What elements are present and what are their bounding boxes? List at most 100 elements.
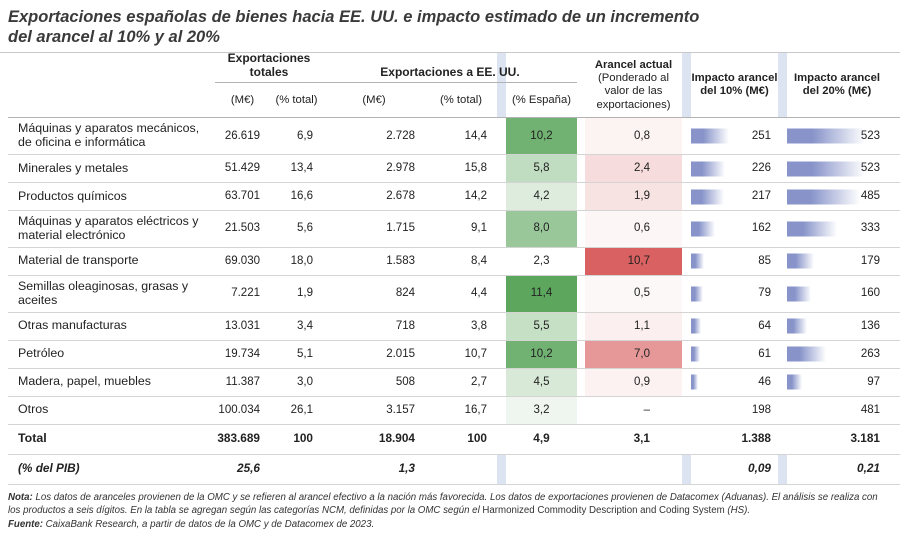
column-separator bbox=[497, 313, 506, 340]
impact-bar bbox=[787, 189, 860, 205]
impact-bar bbox=[691, 346, 701, 362]
column-separator bbox=[682, 118, 691, 154]
footnote-nota: Nota: Los datos de aranceles provienen d… bbox=[8, 491, 878, 517]
cell-us_pct: 100 bbox=[467, 431, 487, 446]
col-group-exportaciones-totales: Exportaciones totales bbox=[215, 51, 323, 84]
column-separator bbox=[497, 425, 506, 454]
cell-tot_pct: 13,4 bbox=[290, 162, 313, 175]
cell-tot_meur: 383.689 bbox=[217, 431, 260, 446]
table-body: Máquinas y aparatos mecánicos, de oficin… bbox=[8, 118, 900, 485]
column-separator bbox=[577, 369, 585, 396]
impact-value: 263 bbox=[860, 347, 880, 360]
cell-us_pct: 9,1 bbox=[471, 222, 487, 235]
cell-tot_pct: 3,4 bbox=[297, 319, 313, 332]
table-row: Productos químicos 63.701 16,6 2.678 14,2 4,2… bbox=[8, 183, 900, 212]
column-separator bbox=[682, 369, 691, 396]
impact-value: 179 bbox=[860, 254, 880, 267]
impact-value: 3.181 bbox=[850, 431, 880, 446]
cell-arancel: 1,9 bbox=[585, 183, 682, 211]
cell-us_pct bbox=[425, 455, 497, 484]
column-separator bbox=[682, 183, 691, 210]
column-separator bbox=[577, 397, 585, 424]
impact-value: 481 bbox=[860, 403, 880, 416]
table-row: Semillas oleaginosas, grasas y aceites 7.… bbox=[8, 275, 900, 313]
column-separator bbox=[682, 248, 691, 275]
column-separator bbox=[497, 276, 506, 312]
cell-us_pct: 3,8 bbox=[471, 319, 487, 332]
impact-value: 198 bbox=[751, 403, 771, 416]
cell-label: (% del PIB) bbox=[18, 461, 80, 476]
column-separator bbox=[577, 425, 585, 454]
cell-tot_meur: 7.221 bbox=[231, 287, 260, 300]
cell-us_pct_es bbox=[506, 455, 577, 484]
cell-label: Productos químicos bbox=[18, 188, 127, 203]
cell-us_meur: 718 bbox=[395, 319, 415, 332]
cell-arancel: 0,8 bbox=[585, 118, 682, 155]
cell-imp20: 179 bbox=[787, 248, 887, 275]
cell-us_pct_es: 10,2 bbox=[506, 340, 577, 368]
column-separator bbox=[778, 211, 787, 247]
impact-value: 0,21 bbox=[857, 461, 880, 476]
col-group-exportaciones-eeuu: Exportaciones a EE. UU. bbox=[323, 65, 577, 84]
cell-tot_meur: 11.387 bbox=[225, 375, 260, 388]
col-header-arancel-actual: Arancel actual (Ponderado al valor de las… bbox=[585, 59, 682, 112]
impact-value: 251 bbox=[751, 129, 771, 142]
impact-value: 523 bbox=[860, 129, 880, 142]
column-separator bbox=[778, 276, 787, 312]
arancel-header-title: Arancel actual bbox=[594, 58, 673, 71]
nota-label: Nota: bbox=[8, 491, 33, 503]
column-separator bbox=[497, 183, 506, 210]
column-separator bbox=[682, 425, 691, 454]
column-separator bbox=[778, 313, 787, 340]
column-separator bbox=[577, 118, 585, 154]
impact-bar bbox=[787, 318, 808, 334]
impact-value: 85 bbox=[758, 254, 771, 267]
cell-imp20: 160 bbox=[787, 276, 887, 312]
cell-us_pct: 14,2 bbox=[464, 190, 487, 203]
column-separator bbox=[497, 211, 506, 247]
column-separator bbox=[682, 454, 691, 484]
cell-imp20: 485 bbox=[787, 183, 887, 210]
cell-imp20: 3.181 bbox=[787, 425, 887, 454]
cell-imp10: 162 bbox=[691, 211, 778, 247]
cell-imp20: 481 bbox=[787, 397, 887, 424]
cell-label: Máquinas y aparatos mecánicos, de oficin… bbox=[18, 121, 200, 150]
impact-bar bbox=[787, 221, 837, 237]
impact-bar bbox=[691, 161, 725, 177]
cell-imp20: 97 bbox=[787, 369, 887, 396]
cell-us_pct: 14,4 bbox=[464, 129, 487, 142]
column-separator bbox=[682, 341, 691, 368]
cell-imp10: 217 bbox=[691, 183, 778, 210]
cell-us_pct: 8,4 bbox=[471, 254, 487, 267]
footnote-fuente: Fuente: CaixaBank Research, a partir de … bbox=[8, 519, 375, 531]
column-separator bbox=[682, 313, 691, 340]
cell-imp20: 136 bbox=[787, 313, 887, 340]
impact-value: 160 bbox=[860, 287, 880, 300]
cell-us_pct_es: 3,2 bbox=[506, 396, 577, 424]
impact-bar bbox=[691, 189, 724, 205]
cell-imp10: 251 bbox=[691, 118, 778, 154]
impact-value: 1.388 bbox=[741, 431, 771, 446]
table-row: Petróleo 19.734 5,1 2.015 10,7 10,2 7,0 61 263 bbox=[8, 340, 900, 369]
col-header-pct-espana: (% España) bbox=[511, 94, 572, 107]
table-row: Material de transporte 69.030 18,0 1.583 8,4… bbox=[8, 247, 900, 276]
impact-bar bbox=[691, 253, 704, 269]
impact-bar bbox=[691, 286, 703, 302]
cell-tot_meur: 25,6 bbox=[237, 461, 260, 476]
cell-arancel: 0,6 bbox=[585, 211, 682, 247]
column-separator bbox=[682, 211, 691, 247]
column-separator bbox=[682, 155, 691, 182]
cell-us_meur: 1,3 bbox=[398, 461, 415, 476]
col-header-pct-total-us: (% total) bbox=[439, 94, 483, 107]
column-separator bbox=[497, 454, 506, 484]
cell-tot_meur: 21.503 bbox=[224, 222, 260, 235]
cell-imp20: 263 bbox=[787, 341, 887, 368]
cell-label: Madera, papel, muebles bbox=[18, 374, 151, 389]
cell-us_meur: 2.978 bbox=[386, 162, 415, 175]
column-separator bbox=[778, 248, 787, 275]
impact-bar bbox=[787, 253, 814, 269]
impact-value: 61 bbox=[758, 347, 771, 360]
cell-label: Máquinas y aparatos eléctricos y materia… bbox=[18, 214, 199, 242]
cell-imp10: 198 bbox=[691, 397, 778, 424]
column-separator bbox=[497, 118, 506, 154]
